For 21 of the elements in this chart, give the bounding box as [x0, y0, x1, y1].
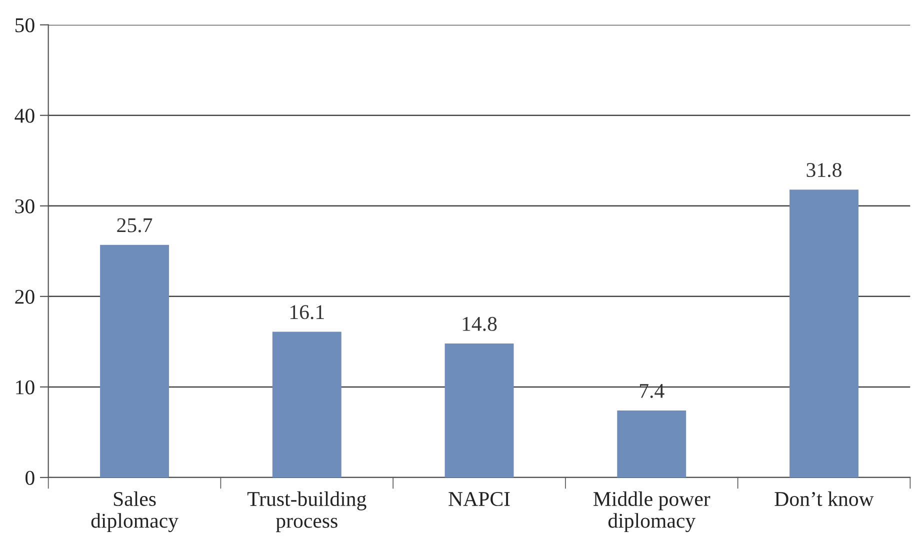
y-tick-label: 50 — [16, 18, 34, 32]
data-label: 31.8 — [806, 162, 842, 178]
y-tick-label: 30 — [15, 199, 34, 214]
bar — [272, 332, 342, 478]
data-label: 14.8 — [462, 316, 497, 332]
y-tick-label: 0 — [26, 470, 34, 485]
bar — [444, 344, 514, 478]
x-tick-label: Sales diplomacy — [91, 491, 178, 532]
bar — [790, 190, 858, 478]
x-tick-label: NAPCI — [448, 492, 510, 506]
bar — [100, 244, 169, 478]
y-tick-label: 20 — [15, 290, 34, 304]
x-tick-label: Trust-building process — [247, 491, 366, 532]
data-label: 25.7 — [117, 218, 152, 232]
y-tick-label: 10 — [16, 380, 34, 394]
y-tick-label: 40 — [14, 108, 34, 123]
x-tick-label: Don’t know — [774, 491, 874, 506]
data-label: 7.4 — [640, 384, 664, 398]
data-label: 16.1 — [290, 305, 324, 320]
x-tick-label: Middle power diplomacy — [593, 491, 710, 532]
bar — [617, 410, 686, 478]
